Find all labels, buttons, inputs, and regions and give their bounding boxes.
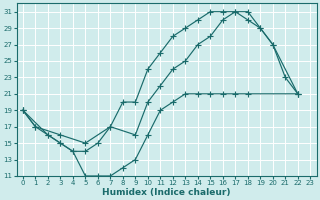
X-axis label: Humidex (Indice chaleur): Humidex (Indice chaleur) bbox=[102, 188, 231, 197]
